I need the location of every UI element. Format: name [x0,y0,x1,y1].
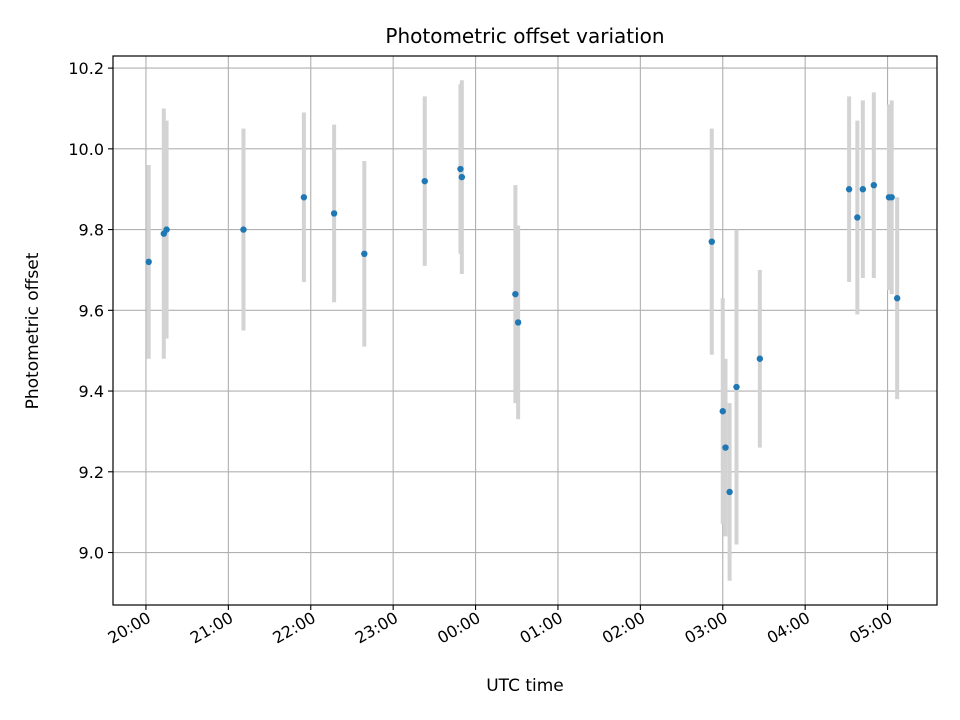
data-point [421,177,428,185]
data-point [845,186,853,193]
x-axis-label: UTC time [486,676,564,696]
y-tick-label: 10.0 [68,140,104,159]
data-point [512,290,519,298]
data-point [708,238,715,245]
y-axis-ticks: 9.0 9.2 9.4 9.6 9.8 10.0 10.2 [68,59,113,563]
data-point [870,181,878,189]
data-point [854,214,861,221]
y-tick-label: 9.6 [79,301,104,320]
data-point [726,488,733,496]
y-axis-label: Photometric offset [23,252,43,409]
y-tick-label: 10.2 [68,59,104,78]
data-point [361,250,368,258]
data-point [893,295,901,302]
data-point [300,194,308,201]
data-point [859,186,867,193]
data-point [888,194,895,201]
y-tick-label: 9.8 [79,221,104,240]
data-point [719,408,726,415]
data-point [756,355,764,362]
y-tick-label: 9.0 [79,544,104,563]
grid [113,56,937,605]
y-tick-label: 9.2 [79,463,104,482]
data-point [733,383,740,391]
data-point [722,444,729,451]
y-tick-label: 9.4 [79,382,104,401]
data-point [457,165,464,173]
data-point [145,258,152,266]
plot-frame [112,55,938,606]
data-point [240,226,247,233]
chart-title: Photometric offset variation [385,24,664,48]
data-points [145,165,901,496]
data-point [514,319,522,326]
data-point [330,210,338,217]
data-point [458,173,466,181]
data-point [163,226,170,233]
